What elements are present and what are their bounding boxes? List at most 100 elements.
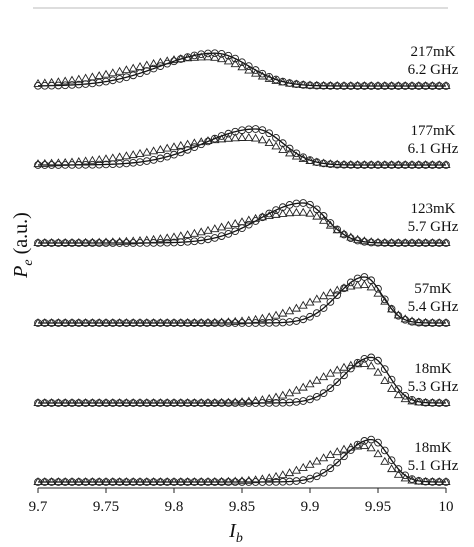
triangle-point <box>67 75 77 84</box>
triangle-point <box>189 52 199 61</box>
triangle-point <box>427 238 437 247</box>
triangle-point <box>203 136 213 145</box>
triangle-point <box>223 56 233 65</box>
triangle-point <box>346 159 356 168</box>
circle-point <box>238 58 246 67</box>
circle-point <box>312 309 321 317</box>
triangle-point <box>223 220 233 229</box>
triangle-point <box>60 157 70 166</box>
triangle-point <box>33 398 43 407</box>
triangle-point <box>332 447 342 456</box>
circle-point <box>170 150 178 159</box>
panel-3: 123mK 5.7 GHz <box>33 199 459 247</box>
circle-point <box>340 230 348 239</box>
triangle-point <box>400 473 410 482</box>
triangle-point <box>87 477 97 486</box>
triangle-point <box>81 318 91 327</box>
triangle-point <box>162 143 172 152</box>
triangle-point <box>271 310 281 319</box>
triangle-point <box>67 398 77 407</box>
triangle-point <box>149 398 159 407</box>
triangle-point <box>271 75 281 84</box>
triangle-point <box>312 294 322 303</box>
triangle-point <box>353 441 363 450</box>
triangle-point <box>33 477 43 486</box>
x-tick-label: 9.95 <box>365 499 391 515</box>
triangle-point <box>339 229 349 238</box>
triangle-point <box>94 155 104 163</box>
triangle-point <box>40 78 50 87</box>
circle-point <box>122 73 131 82</box>
triangle-point <box>298 300 308 309</box>
triangle-point <box>53 398 63 407</box>
triangle-point <box>149 234 159 243</box>
triangle-point <box>203 398 213 406</box>
circle-point <box>394 465 403 473</box>
triangle-point <box>387 160 397 169</box>
triangle-point <box>400 394 410 403</box>
triangle-point <box>87 155 97 164</box>
triangle-point <box>162 477 172 486</box>
circle-point <box>129 71 138 80</box>
triangle-point <box>244 475 254 484</box>
panel-5: 18mK 5.3 GHz <box>33 353 459 407</box>
triangle-point <box>115 398 125 407</box>
triangle-point <box>135 235 145 244</box>
triangle-point <box>373 237 383 246</box>
triangle-point <box>47 238 57 247</box>
triangle-point <box>162 233 172 242</box>
triangle-point <box>298 462 308 471</box>
triangle-point <box>427 81 437 90</box>
triangle-point <box>298 207 308 216</box>
triangle-point <box>325 368 335 377</box>
triangle-point <box>169 318 179 327</box>
circle-point <box>210 234 219 242</box>
panel-frequency-label: 5.7 GHz <box>408 219 459 235</box>
triangle-point <box>434 238 444 247</box>
circle-point <box>401 315 410 324</box>
triangle-point <box>264 211 274 219</box>
triangle-point <box>40 238 50 247</box>
triangle-point <box>230 476 240 485</box>
triangle-point <box>155 318 165 327</box>
triangle-point <box>237 397 247 406</box>
triangle-point <box>373 81 383 90</box>
triangle-point <box>74 477 84 486</box>
triangle-point <box>142 235 152 244</box>
panel-6: 18mK 5.1 GHz <box>33 435 459 486</box>
triangle-point <box>87 398 97 407</box>
triangle-point <box>115 318 125 327</box>
triangle-point <box>305 208 315 217</box>
triangle-point <box>346 360 356 369</box>
triangle-point <box>346 81 356 90</box>
triangle-point <box>251 68 261 77</box>
panel-1: 217mK 6.2 GHz <box>33 44 459 90</box>
triangle-point <box>319 158 329 167</box>
panel-frequency-label: 5.3 GHz <box>408 379 459 395</box>
circle-point <box>380 365 389 373</box>
circle-point <box>292 149 301 158</box>
triangle-point <box>298 154 308 163</box>
triangle-point <box>325 80 335 89</box>
circle-point <box>217 232 226 240</box>
triangle-point <box>217 476 227 485</box>
circle-point <box>176 148 185 157</box>
triangle-point <box>169 398 179 407</box>
triangle-point <box>81 237 91 246</box>
triangle-point <box>244 315 254 324</box>
panel-temperature-label: 217mK <box>411 44 456 60</box>
triangle-point <box>366 282 376 291</box>
circle-point <box>380 295 389 304</box>
triangle-point <box>135 318 145 327</box>
x-tick-label: 9.8 <box>165 499 184 515</box>
circle-point <box>326 384 335 393</box>
triangle-point <box>434 160 444 169</box>
circle-point <box>387 375 396 384</box>
triangle-point <box>142 318 152 327</box>
triangle-point <box>427 477 437 485</box>
triangle-point <box>94 477 104 486</box>
triangle-point <box>332 225 342 234</box>
triangle-point <box>237 62 247 71</box>
triangle-point <box>278 308 288 317</box>
triangle-point <box>128 318 138 327</box>
